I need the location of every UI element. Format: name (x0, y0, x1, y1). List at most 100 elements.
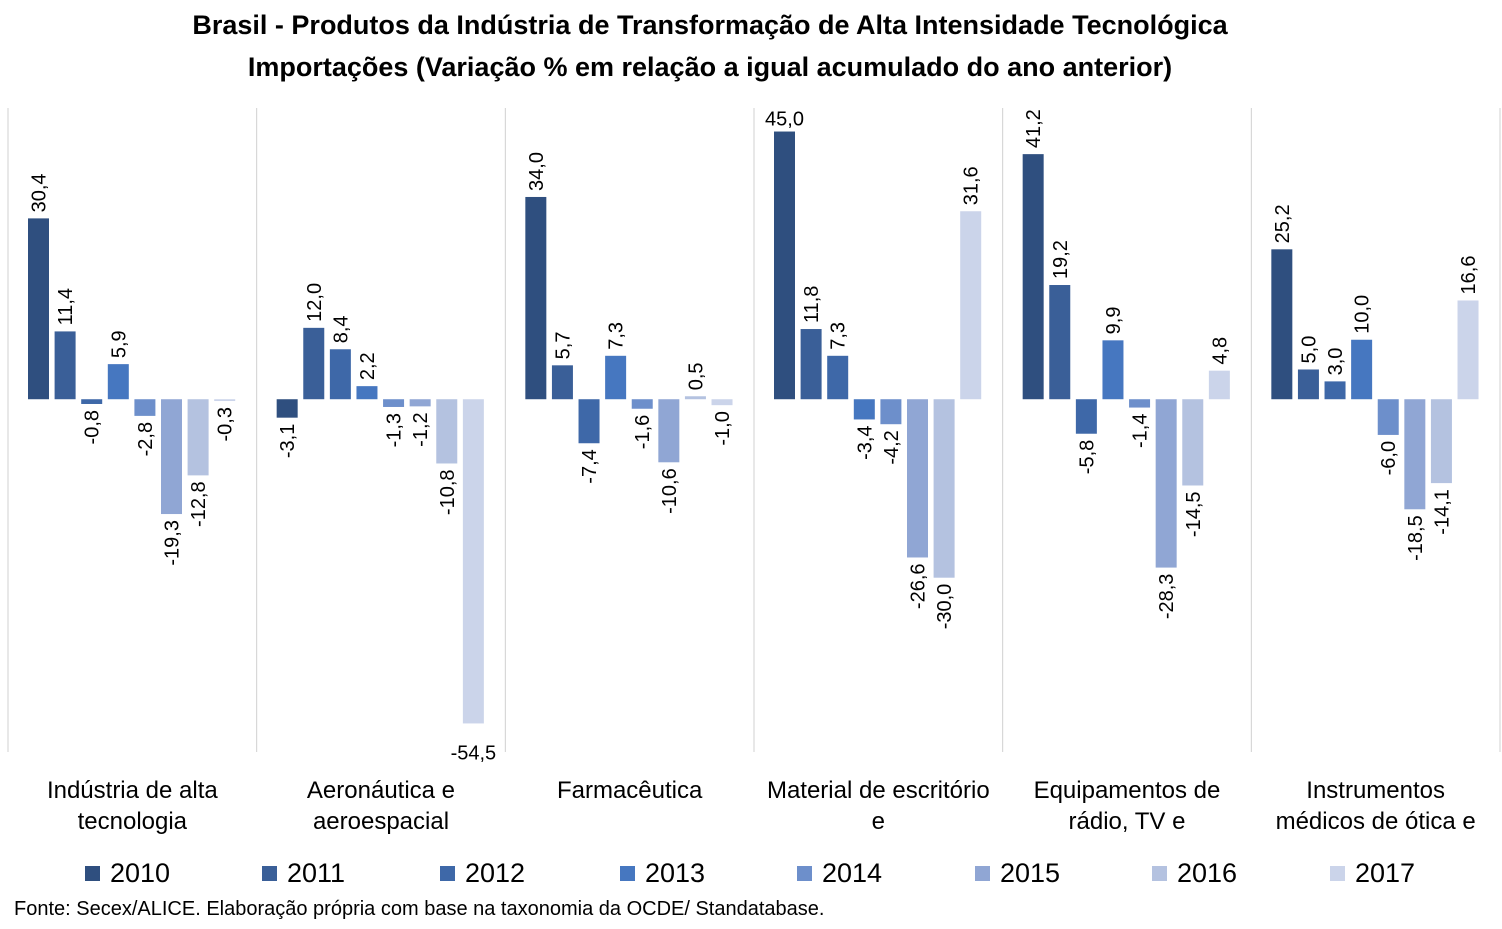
data-label: -54,5 (451, 742, 497, 764)
bar-2010-cat-4 (1022, 154, 1044, 400)
legend-item-2016: 2016 (1152, 857, 1237, 889)
bar-2015-cat-1 (409, 399, 431, 407)
bar-2011-cat-0 (54, 331, 76, 400)
data-label: 2,2 (357, 352, 379, 380)
legend-swatch (1330, 865, 1345, 881)
data-label: 19,2 (1050, 240, 1072, 279)
bar-2010-cat-0 (28, 218, 49, 400)
legend-label: 2010 (110, 858, 171, 888)
data-label: -5,8 (1076, 440, 1098, 474)
bar-2013-cat-1 (356, 386, 378, 400)
data-label: -14,5 (1183, 491, 1205, 537)
data-label: 10,0 (1352, 295, 1374, 334)
category-label: Aeronáutica e aeroespacial (306, 777, 456, 835)
category-label: Instrumentos médicos de ótica e (1275, 777, 1476, 835)
category-label: Farmacêutica (556, 777, 703, 804)
data-label: 11,8 (801, 286, 823, 323)
data-label: 30,4 (29, 173, 51, 212)
legend-label: 2013 (645, 858, 706, 888)
legend-item-2013: 2013 (620, 857, 705, 889)
data-label: 34,0 (526, 152, 548, 191)
legend-item-2011: 2011 (262, 857, 345, 889)
bar-2017-cat-1 (462, 399, 484, 724)
data-label: -12,8 (188, 481, 210, 527)
bar-2013-cat-2 (605, 355, 627, 400)
bar-2011-cat-5 (1297, 369, 1319, 400)
data-label: 41,2 (1023, 109, 1045, 148)
data-label: 9,9 (1103, 307, 1125, 335)
data-label: 5,0 (1298, 336, 1320, 364)
chart-title: Brasil - Produtos da Indústria de Transf… (192, 10, 1228, 40)
data-label: -1,4 (1130, 414, 1152, 448)
bar-2017-cat-2 (711, 399, 733, 406)
bar-2016-cat-5 (1430, 399, 1452, 484)
legend-label: 2011 (287, 858, 346, 888)
data-label: -18,5 (1405, 515, 1427, 561)
source-note: Fonte: Secex/ALICE. Elaboração própria c… (14, 898, 825, 920)
bar-2016-cat-0 (187, 399, 209, 476)
bar-2016-cat-4 (1182, 399, 1204, 486)
legend-item-2015: 2015 (975, 857, 1060, 889)
bar-2014-cat-1 (383, 399, 405, 407)
category-label: Material de escritório e (766, 777, 990, 835)
bar-2014-cat-4 (1129, 399, 1151, 408)
bar-2010-cat-5 (1271, 249, 1293, 400)
data-label: -10,8 (437, 469, 459, 515)
data-label: 3,0 (1325, 348, 1347, 376)
bar-2015-cat-3 (907, 399, 928, 558)
data-label: 0,5 (685, 362, 707, 390)
bar-2017-cat-0 (214, 399, 236, 402)
data-label: -19,3 (162, 520, 184, 566)
legend-swatch (975, 865, 990, 881)
bar-2012-cat-2 (578, 399, 600, 444)
bar-2017-cat-5 (1457, 300, 1479, 400)
data-label: 31,6 (961, 166, 983, 205)
category-label: Indústria de alta tecnologia (46, 777, 218, 835)
data-label: -7,4 (579, 449, 601, 483)
data-label: 4,8 (1209, 337, 1231, 365)
data-label: -4,2 (881, 430, 903, 464)
legend-swatch (620, 865, 635, 881)
data-label: -1,3 (384, 413, 406, 447)
chart-subtitle: Importações (Variação % em relação a igu… (247, 52, 1173, 82)
data-label: -3,4 (854, 425, 876, 459)
legend-label: 2012 (465, 858, 526, 888)
bar-2015-cat-4 (1155, 399, 1177, 568)
data-label: -28,3 (1156, 574, 1178, 620)
data-label: 5,9 (108, 330, 130, 358)
legend-item-2017: 2017 (1330, 857, 1415, 889)
bar-2013-cat-3 (853, 399, 875, 420)
legend-label: 2015 (1000, 858, 1061, 888)
data-label: 7,3 (828, 322, 850, 350)
bar-2014-cat-5 (1377, 399, 1399, 435)
bar-2014-cat-2 (631, 399, 653, 409)
data-label: -30,0 (934, 584, 956, 630)
bar-2012-cat-1 (329, 349, 351, 400)
data-label: -2,8 (135, 422, 157, 456)
bar-2013-cat-0 (107, 364, 129, 400)
legend-swatch (85, 865, 100, 881)
bar-2012-cat-4 (1075, 399, 1097, 434)
bar-2016-cat-3 (933, 399, 955, 578)
legend-item-2012: 2012 (440, 857, 525, 889)
bar-2010-cat-3 (774, 131, 795, 400)
data-label: -0,3 (215, 407, 237, 441)
bar-2015-cat-5 (1404, 399, 1426, 510)
bar-2014-cat-0 (134, 399, 156, 416)
bar-2011-cat-3 (800, 329, 822, 400)
bar-2017-cat-4 (1208, 370, 1230, 400)
bar-2010-cat-2 (525, 196, 547, 400)
legend-label: 2014 (822, 858, 883, 888)
data-label: 5,7 (552, 332, 574, 360)
legend-label: 2016 (1177, 858, 1238, 888)
category-label: Equipamentos de rádio, TV e (1033, 777, 1221, 835)
bar-2011-cat-4 (1049, 285, 1071, 400)
legend-swatch (1152, 865, 1167, 881)
bar-2011-cat-1 (303, 327, 325, 400)
legend-swatch (797, 865, 812, 881)
data-label: -1,6 (632, 415, 654, 449)
bar-2016-cat-2 (684, 396, 706, 400)
bar-2017-cat-3 (960, 211, 982, 400)
data-label: -0,8 (82, 410, 104, 444)
